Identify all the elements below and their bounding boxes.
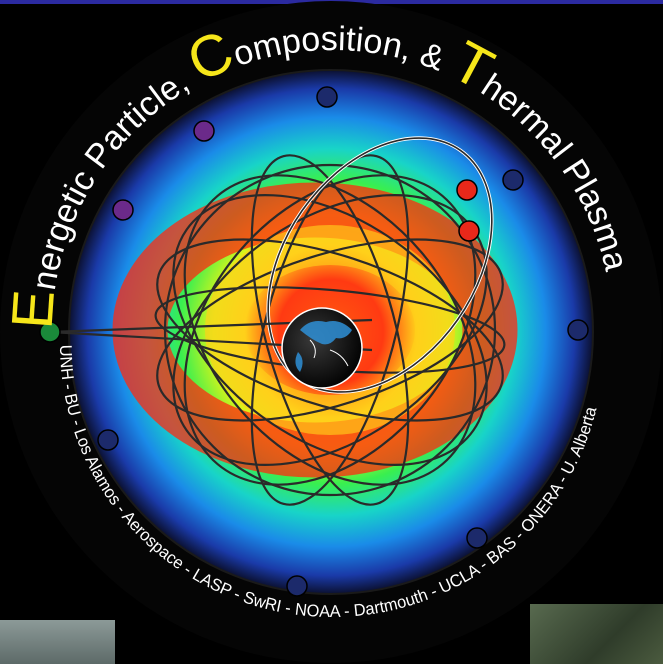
satellite-icon [466,527,488,549]
satellites [39,86,589,597]
title-initial-e: E [0,288,67,331]
satellite-icon [193,120,215,142]
earth-icon [281,307,363,389]
satellite-icon [112,199,134,221]
satellite-icon [502,169,524,191]
satellite-icon [567,319,589,341]
radiation-belts [112,182,518,478]
background-photo-right [530,604,663,664]
orbit-lines [154,154,506,506]
satellite-icon [456,179,478,201]
satellite-icon [458,220,480,242]
satellite-icon [286,575,308,597]
satellite-icon [97,429,119,451]
satellite-icon [316,86,338,108]
background-photo-left [0,620,115,664]
satellite-icon [39,321,61,343]
